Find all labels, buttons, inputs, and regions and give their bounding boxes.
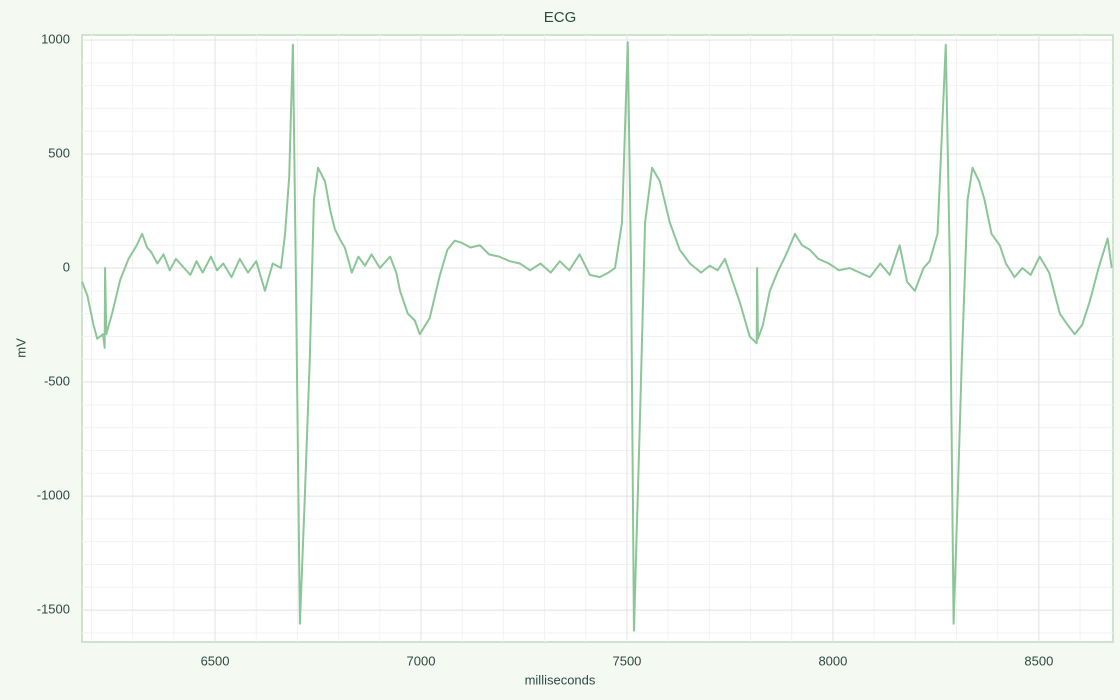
- y-tick-label: -1000: [37, 488, 70, 503]
- x-axis-label: milliseconds: [525, 672, 596, 687]
- x-tick-label: 7500: [612, 653, 641, 668]
- plot-area: [81, 34, 1114, 643]
- y-tick-label: -1500: [37, 602, 70, 617]
- y-tick-label: 1000: [41, 31, 70, 46]
- chart-title: ECG: [544, 9, 577, 26]
- x-tick-label: 8000: [818, 653, 847, 668]
- ecg-line: [81, 41, 1113, 632]
- y-tick-label: 500: [48, 145, 70, 160]
- y-tick-label: 0: [63, 259, 70, 274]
- x-tick-label: 6500: [201, 653, 230, 668]
- x-tick-label: 7000: [407, 653, 436, 668]
- y-axis-label: mV: [13, 338, 28, 358]
- x-tick-label: 8500: [1024, 653, 1053, 668]
- y-tick-label: -500: [44, 373, 70, 388]
